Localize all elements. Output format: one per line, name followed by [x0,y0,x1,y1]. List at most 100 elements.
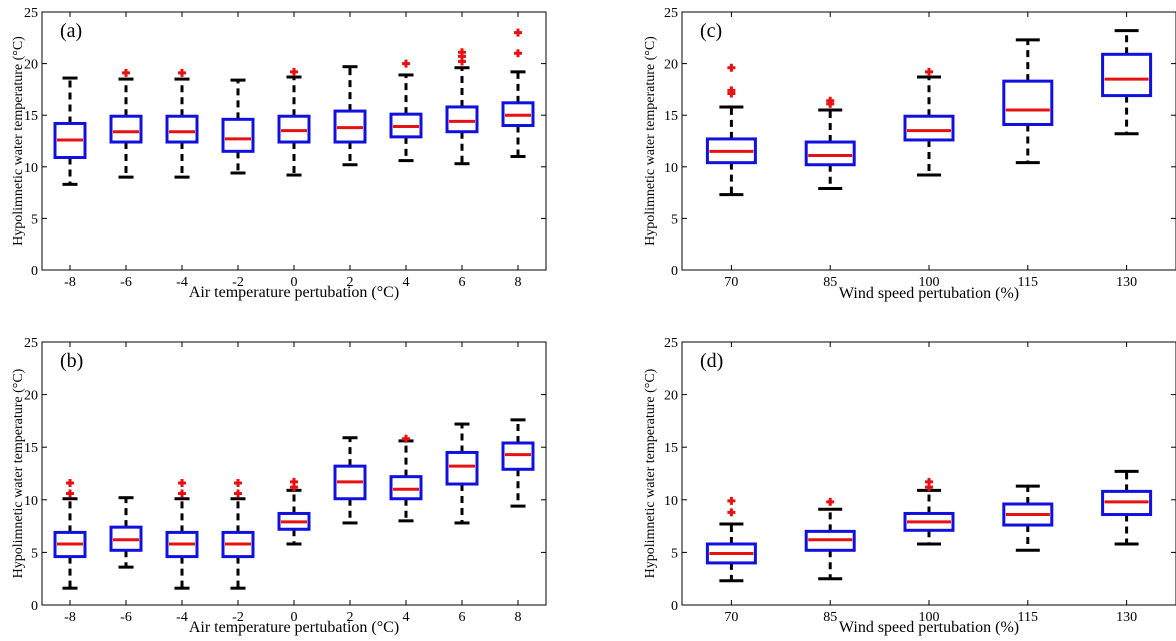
x-axis-title: Air temperature pertubation (°C) [189,619,399,636]
panel-label: (c) [700,20,722,42]
y-tick-label: 25 [664,6,678,21]
x-tick-label: 70 [724,275,738,290]
box-85 [804,497,856,581]
y-tick-label: 5 [31,546,38,561]
outlier-point [66,489,74,498]
y-tick-label: 15 [24,109,38,124]
x-axis-title: Wind speed pertubation (%) [839,619,1019,636]
outlier-point [290,477,298,486]
outlier-point [925,67,933,76]
box-4 [389,59,423,163]
x-tick-label: -4 [176,275,188,290]
iqr-box [903,114,955,142]
box-0 [277,477,311,546]
iqr-box [221,117,255,153]
outlier-point [727,86,736,95]
box--4 [165,68,199,179]
x-axis-title: Wind speed pertubation (%) [839,285,1019,302]
axes-frame [681,341,1176,606]
x-tick-label: -8 [64,275,76,290]
outlier-point [234,489,242,498]
box-130 [1101,469,1153,546]
x-tick-label: 100 [919,275,940,290]
outlier-point [727,63,736,72]
y-tick-label: 5 [31,212,38,227]
outlier-point [727,508,736,517]
y-tick-label: 20 [664,389,678,404]
outlier-point [826,497,835,506]
x-axis-title: Air temperature pertubation (°C) [189,284,399,301]
outlier-point [178,489,186,498]
outlier-point [727,496,736,505]
x-tick-label: -6 [120,275,132,290]
x-tick-label: 0 [291,610,298,625]
iqr-box [501,441,535,471]
y-tick-label: 10 [24,161,38,176]
x-tick-label: 115 [1018,275,1038,290]
y-tick-label: 25 [24,6,38,21]
panel-d: 0 5 10 15 20 25 70 85 100 115 130 (d) Wind speed per… [643,336,1176,636]
y-tick-label: 15 [664,441,678,456]
iqr-box [1101,52,1153,98]
box-100 [903,477,955,546]
y-tick-label: 10 [664,494,678,509]
box-4 [389,434,423,523]
y-tick-label: 20 [24,58,38,73]
box--6 [109,496,143,569]
outlier-point [178,478,186,487]
x-tick-label: -8 [64,610,76,625]
box--4 [165,478,199,590]
outlier-point [458,48,466,57]
x-tick-label: 2 [347,275,354,290]
iqr-box [277,114,311,144]
x-tick-label: 6 [459,610,466,625]
x-tick-label: 4 [403,275,410,290]
y-tick-label: 15 [664,109,678,124]
box-6 [445,48,479,166]
panel-c: 0 5 10 15 20 25 70 85 100 115 130 (c) Wind speed per… [643,6,1176,302]
outlier-point [178,68,186,77]
outlier-point [514,28,522,37]
box-0 [277,67,311,177]
panel-label: (a) [60,20,82,42]
y-tick-label: 5 [671,212,678,227]
box-115 [1002,484,1054,552]
x-tick-label: 100 [919,610,940,625]
y-tick-label: 0 [31,599,38,614]
x-tick-label: 85 [823,610,837,625]
iqr-box [1002,79,1054,126]
y-tick-label: 20 [24,389,38,404]
x-tick-label: 70 [724,610,738,625]
y-axis-title: Hypolimnetic water temperature (°C) [11,36,26,246]
y-tick-label: 10 [24,494,38,509]
box-70 [705,63,757,197]
box--2 [221,478,255,590]
box-8 [501,28,535,158]
box-85 [804,96,856,190]
iqr-box [165,114,199,144]
box-6 [445,422,479,525]
outlier-point [402,434,410,443]
y-tick-label: 10 [664,161,678,176]
iqr-box [445,450,479,486]
x-tick-label: -6 [120,610,132,625]
panel-label: (d) [700,350,723,372]
x-tick-label: 115 [1018,610,1038,625]
outlier-point [234,478,242,487]
x-tick-label: 6 [459,275,466,290]
x-tick-label: 8 [515,275,522,290]
panel-b: 0 5 10 15 20 25 -8 -6 -4 -2 0 2 4 6 8 (b) Air temperatur… [11,336,547,636]
box-2 [333,65,367,167]
x-tick-label: -2 [232,610,244,625]
box-130 [1101,29,1153,136]
box-70 [705,496,757,583]
outlier-point [925,477,933,486]
y-tick-label: 0 [671,264,678,279]
outlier-point [826,96,835,105]
iqr-box [804,140,856,167]
y-tick-label: 0 [31,264,38,279]
outlier-point [290,67,298,76]
box--8 [53,478,87,590]
x-tick-label: 4 [403,610,410,625]
